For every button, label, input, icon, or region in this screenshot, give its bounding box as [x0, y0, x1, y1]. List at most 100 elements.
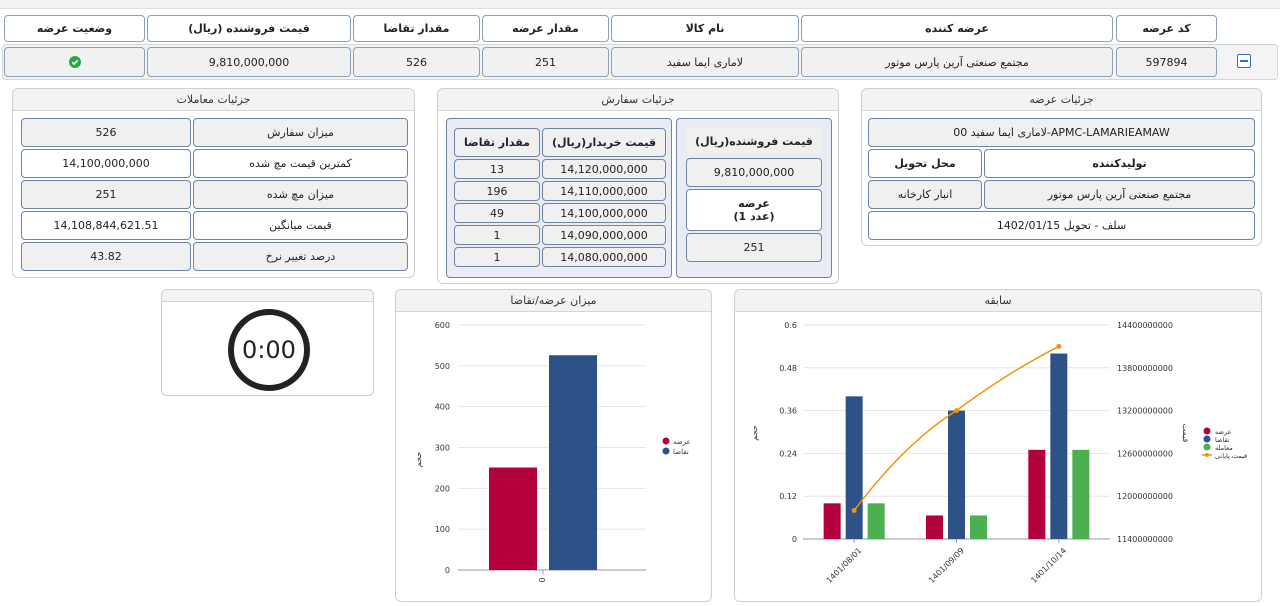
y-tick-label: 0.36 [779, 407, 797, 416]
y-axis-label: حجم [750, 425, 759, 440]
y-tick-label: 600 [435, 321, 450, 330]
offer-unit: (1 عدد) [733, 210, 775, 223]
settlement-info: سلف - تحویل 1402/01/15 [868, 211, 1255, 240]
legend-marker [662, 437, 670, 445]
supply-demand-chart: 0 100 200 300 400 500 600 حجم 0 عرضه تقاضا [414, 321, 691, 583]
seller-price-value: 9,810,000,000 [686, 158, 822, 187]
bar-معامله [970, 515, 987, 539]
trade-label: درصد تغییر نرخ [193, 242, 408, 271]
y2-tick-label: 13200000000 [1117, 407, 1173, 416]
legend-marker [1203, 443, 1211, 451]
order-price: 14,120,000,000 [542, 159, 666, 179]
seller-price-label: قیمت فروشنده(ریال) [686, 128, 822, 155]
y-tick-label: 400 [435, 403, 450, 412]
row-offer-qty: 251 [482, 47, 609, 77]
order-price: 14,110,000,000 [542, 181, 666, 201]
col-header-status[interactable]: وضعیت عرضه [4, 15, 145, 42]
order-details-title: جزئیات سفارش [438, 89, 838, 111]
col-header-demand-qty[interactable]: مقدار تقاضا [353, 15, 480, 42]
bar-معامله [867, 503, 885, 539]
trade-details-panel: جزئیات معاملات میزان سفارش 526 کمترین قی… [12, 88, 415, 278]
timer-value: 0:00 [242, 336, 296, 364]
order-details-panel: جزئیات سفارش قیمت فروشنده(ریال) 9,810,00… [437, 88, 839, 284]
col-header-supplier[interactable]: عرضه کننده [801, 15, 1113, 42]
y-axis-label: حجم [414, 452, 423, 467]
y-tick-label: 0.48 [779, 364, 797, 373]
legend-label: تقاضا [1215, 436, 1230, 444]
offer-details-title: جزئیات عرضه [862, 89, 1261, 111]
legend-label: قیمت پایانی [1215, 452, 1247, 460]
col-header-code[interactable]: کد عرضه [1116, 15, 1217, 42]
x-tick-label: 1401/10/14 [1029, 546, 1068, 585]
check-circle-icon [68, 56, 81, 68]
row-seller-price: 9,810,000,000 [147, 47, 351, 77]
trade-label: کمترین قیمت مچ شده [193, 149, 408, 178]
trade-label: میزان مچ شده [193, 180, 408, 209]
y2-tick-label: 14400000000 [1117, 321, 1173, 330]
order-qty: 49 [454, 203, 540, 223]
trade-value: 14,108,844,621.51 [21, 211, 191, 240]
trade-details-title: جزئیات معاملات [13, 89, 414, 111]
y-tick-label: 100 [435, 525, 450, 534]
legend-label: معامله [1215, 444, 1233, 452]
order-qty: 196 [454, 181, 540, 201]
y2-axis-label: قیمت [1181, 424, 1190, 443]
delivery-value: انبار کارخانه [868, 180, 982, 209]
trade-label: میزان سفارش [193, 118, 408, 147]
timer-circle: 0:00 [228, 309, 310, 391]
col-header-seller-price[interactable]: قیمت فروشنده (ریال) [147, 15, 351, 42]
buyer-price-header[interactable]: قیمت خریدار(ریال) [542, 128, 666, 157]
legend-marker [1205, 453, 1209, 457]
supply-demand-chart-title: میزان عرضه/تقاضا [396, 290, 711, 312]
col-header-offer-qty[interactable]: مقدار عرضه [482, 15, 609, 42]
supply-demand-chart-panel: میزان عرضه/تقاضا 0 100 200 300 400 500 600 حجم 0… [395, 289, 712, 602]
trade-label: قیمت میانگین [193, 211, 408, 240]
y-tick-label: 0 [792, 535, 797, 544]
demand-header[interactable]: مقدار تقاضا [454, 128, 540, 157]
row-status [4, 47, 145, 77]
row-product: لاماری ایما سفید [611, 47, 799, 77]
x-tick-label: 1401/08/01 [825, 546, 864, 585]
y-tick-label: 0.6 [784, 321, 797, 330]
y-tick-label: 500 [435, 362, 450, 371]
history-chart: 0 0.12 0.24 0.36 0.48 0.6 11400000000 120000000… [750, 321, 1247, 585]
offer-details-panel: جزئیات عرضه لاماری ایما سفید 00-APMC-LAM… [861, 88, 1262, 246]
y2-tick-label: 13800000000 [1117, 364, 1173, 373]
trade-value: 251 [21, 180, 191, 209]
legend-marker [1203, 435, 1211, 443]
bar-تقاضا [948, 410, 965, 539]
order-price: 14,100,000,000 [542, 203, 666, 223]
bar-معامله [1072, 449, 1090, 539]
collapse-icon[interactable] [1237, 54, 1251, 68]
col-header-product[interactable]: نام کالا [611, 15, 799, 42]
delivery-label: محل تحویل [868, 149, 982, 178]
legend-label: تقاضا [673, 448, 689, 456]
x-tick-label: 1401/09/09 [927, 546, 966, 585]
history-chart-title: سابقه [735, 290, 1261, 312]
timer-title-bar [162, 290, 373, 302]
bar-عرضه [823, 503, 841, 539]
bar-تقاضا [1050, 353, 1068, 539]
bar-تقاضا [845, 396, 863, 539]
legend-marker [1203, 427, 1211, 435]
offer-product-code: لاماری ایما سفید 00-APMC-LAMARIEAMAW [868, 118, 1255, 147]
legend-marker [662, 447, 670, 455]
trade-value: 526 [21, 118, 191, 147]
row-demand-qty: 526 [353, 47, 480, 77]
y2-tick-label: 12000000000 [1117, 492, 1173, 501]
offer-value: 251 [686, 233, 822, 262]
y-tick-label: 0 [445, 566, 450, 575]
trade-value: 43.82 [21, 242, 191, 271]
order-price: 14,090,000,000 [542, 225, 666, 245]
y2-tick-label: 11400000000 [1117, 535, 1173, 544]
order-qty: 1 [454, 225, 540, 245]
trade-value: 14,100,000,000 [21, 149, 191, 178]
row-code: 597894 [1116, 47, 1217, 77]
bar-تقاضا [549, 355, 597, 570]
timer-panel: 0:00 [161, 289, 374, 396]
producer-value: مجتمع صنعتی آرین پارس موتور [984, 180, 1255, 209]
order-qty: 1 [454, 247, 540, 267]
y-tick-label: 0.24 [779, 449, 797, 458]
producer-label: تولیدکننده [984, 149, 1255, 178]
legend-label: عرضه [673, 438, 691, 446]
